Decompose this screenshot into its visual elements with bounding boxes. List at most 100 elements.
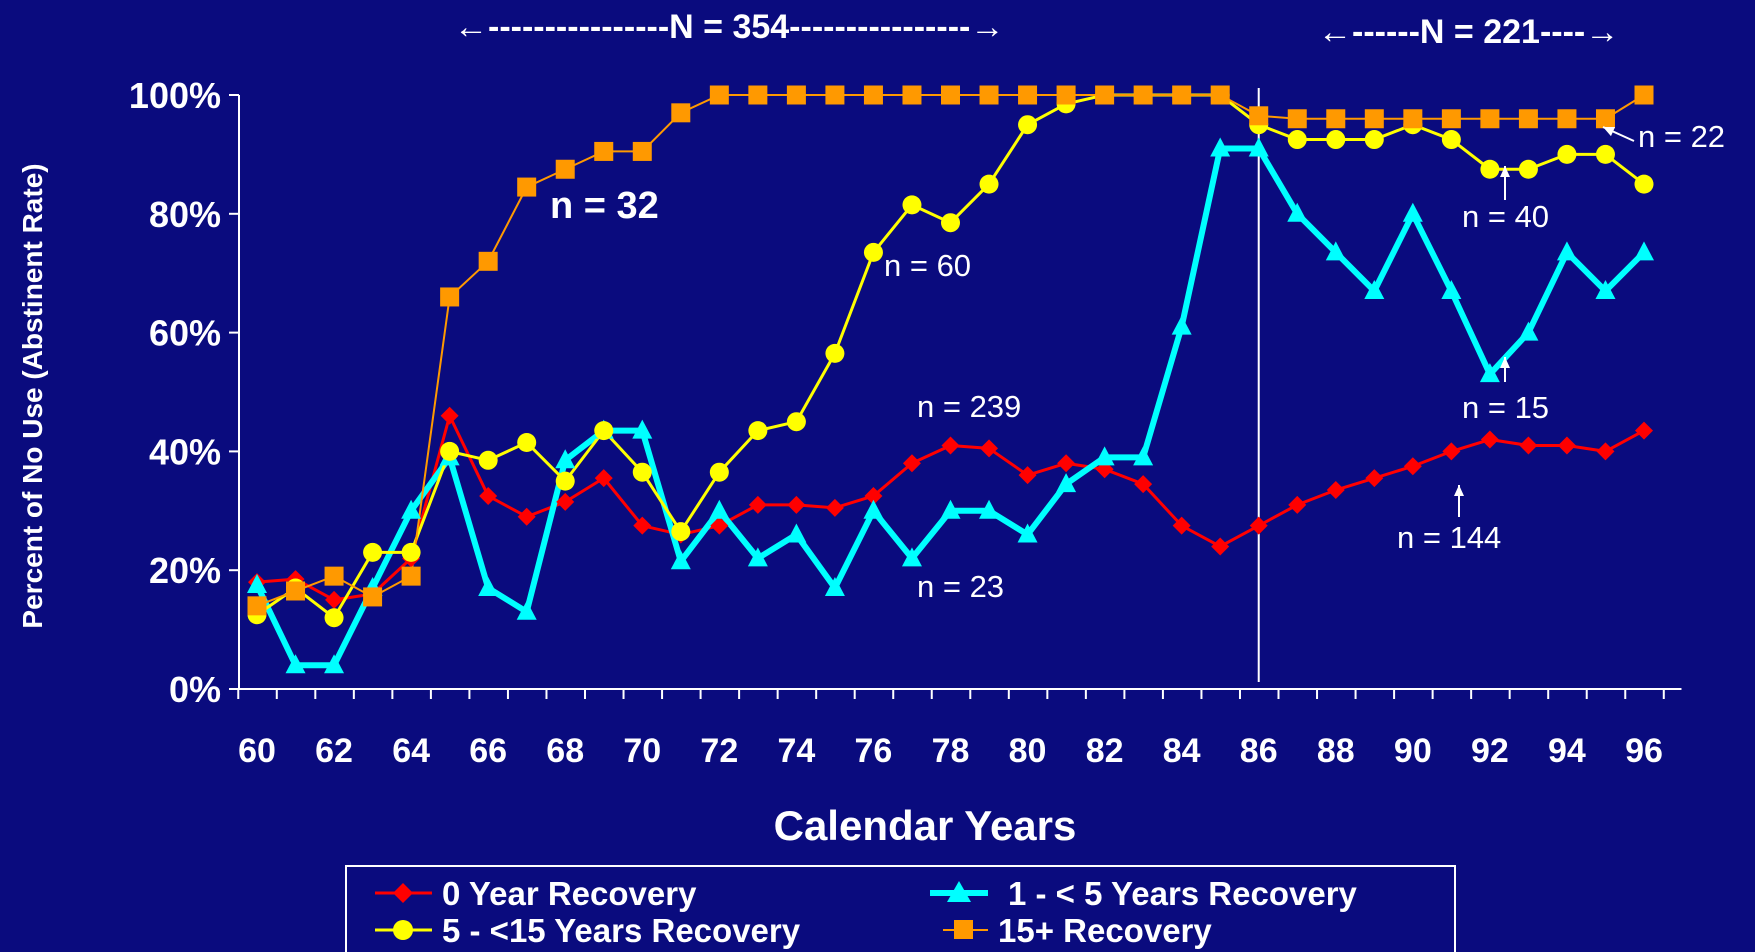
point-2-10 <box>632 462 652 482</box>
x-tick-label: 60 <box>238 732 276 770</box>
point-1-20 <box>1017 523 1038 543</box>
point-3-4 <box>401 566 421 586</box>
point-1-0 <box>247 574 267 594</box>
point-2-27 <box>1287 130 1307 150</box>
point-0-20 <box>1018 466 1037 485</box>
point-1-26 <box>1248 137 1269 157</box>
y-tick-label: 100% <box>129 75 221 116</box>
x-tick-label: 86 <box>1240 732 1278 770</box>
point-3-15 <box>825 85 845 105</box>
legend-label: 0 Year Recovery <box>442 875 697 912</box>
point-3-29 <box>1364 109 1384 129</box>
x-tick-label: 62 <box>315 732 353 770</box>
point-3-3 <box>363 587 383 607</box>
axes <box>229 94 1682 699</box>
point-0-31 <box>1442 442 1461 461</box>
annotation-n60: n = 60 <box>884 248 971 283</box>
range-label-n354: ←----------------N = 354----------------… <box>454 8 1004 46</box>
x-tick-label: 92 <box>1471 732 1509 770</box>
point-2-19 <box>979 174 999 194</box>
point-2-9 <box>594 421 614 441</box>
point-2-12 <box>709 462 729 482</box>
point-0-29 <box>1365 469 1384 488</box>
point-2-32 <box>1480 159 1500 179</box>
point-2-11 <box>671 522 691 542</box>
point-0-27 <box>1288 495 1307 514</box>
point-0-8 <box>556 492 575 511</box>
point-1-28 <box>1325 241 1346 261</box>
point-0-23 <box>1134 475 1153 494</box>
legend-square-marker <box>954 920 973 939</box>
legend-entry-1-5-years: 1 - < 5 Years Recovery <box>930 875 1358 912</box>
point-3-33 <box>1518 109 1538 129</box>
point-0-30 <box>1403 457 1422 476</box>
point-1-14 <box>786 523 807 543</box>
point-3-32 <box>1480 109 1500 129</box>
x-tick-labels: 60 62 64 66 68 70 72 74 76 78 80 82 84 86 88 90 92 94 96 <box>238 732 1663 770</box>
point-3-24 <box>1172 85 1192 105</box>
x-axis-title: Calendar Years <box>774 802 1077 849</box>
point-3-31 <box>1441 109 1461 129</box>
point-0-5 <box>440 406 459 425</box>
point-1-35 <box>1595 280 1616 300</box>
point-0-2 <box>325 590 344 609</box>
point-2-29 <box>1364 130 1384 150</box>
point-1-33 <box>1518 321 1539 341</box>
point-0-21 <box>1057 454 1076 473</box>
x-tick-label: 70 <box>623 732 661 770</box>
point-1-36 <box>1634 241 1654 261</box>
legend: 0 Year Recovery 1 - < 5 Years Recovery 5… <box>345 865 1456 952</box>
y-tick-label: 40% <box>149 431 221 472</box>
point-0-19 <box>980 439 999 458</box>
x-tick-label: 80 <box>1009 732 1047 770</box>
arrow-n22-head <box>1603 126 1616 137</box>
point-3-9 <box>594 141 614 161</box>
point-0-36 <box>1635 421 1653 440</box>
annotation-n32: n = 32 <box>550 185 659 227</box>
x-tick-label: 72 <box>700 732 738 770</box>
point-3-0 <box>247 596 267 616</box>
point-3-6 <box>478 251 498 271</box>
point-2-20 <box>1018 115 1038 135</box>
point-3-18 <box>941 85 960 105</box>
x-tick-label: 78 <box>932 732 970 770</box>
annotation-n239: n = 239 <box>917 389 1021 424</box>
point-3-22 <box>1095 85 1115 105</box>
point-1-18 <box>940 499 961 519</box>
point-1-15 <box>824 577 845 597</box>
point-1-32 <box>1479 363 1500 383</box>
legend-box <box>345 865 1456 952</box>
y-tick-label: 20% <box>149 550 221 591</box>
point-2-18 <box>941 213 960 233</box>
x-tick-label: 84 <box>1163 732 1201 770</box>
point-2-4 <box>401 542 421 562</box>
annotation-n144: n = 144 <box>1397 520 1501 555</box>
point-1-27 <box>1287 202 1308 222</box>
point-1-4 <box>401 499 422 519</box>
point-1-10 <box>632 419 653 439</box>
point-3-10 <box>632 141 652 161</box>
point-1-30 <box>1402 202 1423 222</box>
point-1-16 <box>863 499 884 519</box>
x-tick-label: 90 <box>1394 732 1432 770</box>
point-3-11 <box>671 103 691 123</box>
legend-diamond-marker <box>393 883 413 903</box>
point-3-8 <box>555 159 575 179</box>
x-tick-label: 88 <box>1317 732 1355 770</box>
point-1-1 <box>285 654 306 674</box>
annotation-n40: n = 40 <box>1462 199 1549 234</box>
y-tick-label: 0% <box>169 669 221 710</box>
annotation-n15: n = 15 <box>1462 390 1549 425</box>
point-3-30 <box>1403 109 1423 129</box>
point-3-17 <box>902 85 922 105</box>
point-3-14 <box>786 85 806 105</box>
point-1-13 <box>747 547 768 567</box>
y-axis-title: Percent of No Use (Abstinent Rate) <box>17 163 48 628</box>
point-0-18 <box>941 436 960 455</box>
point-3-26 <box>1249 106 1269 126</box>
point-3-2 <box>324 566 344 586</box>
point-2-34 <box>1557 144 1577 164</box>
point-0-17 <box>902 454 921 473</box>
point-1-31 <box>1441 280 1462 300</box>
point-0-16 <box>864 486 883 505</box>
